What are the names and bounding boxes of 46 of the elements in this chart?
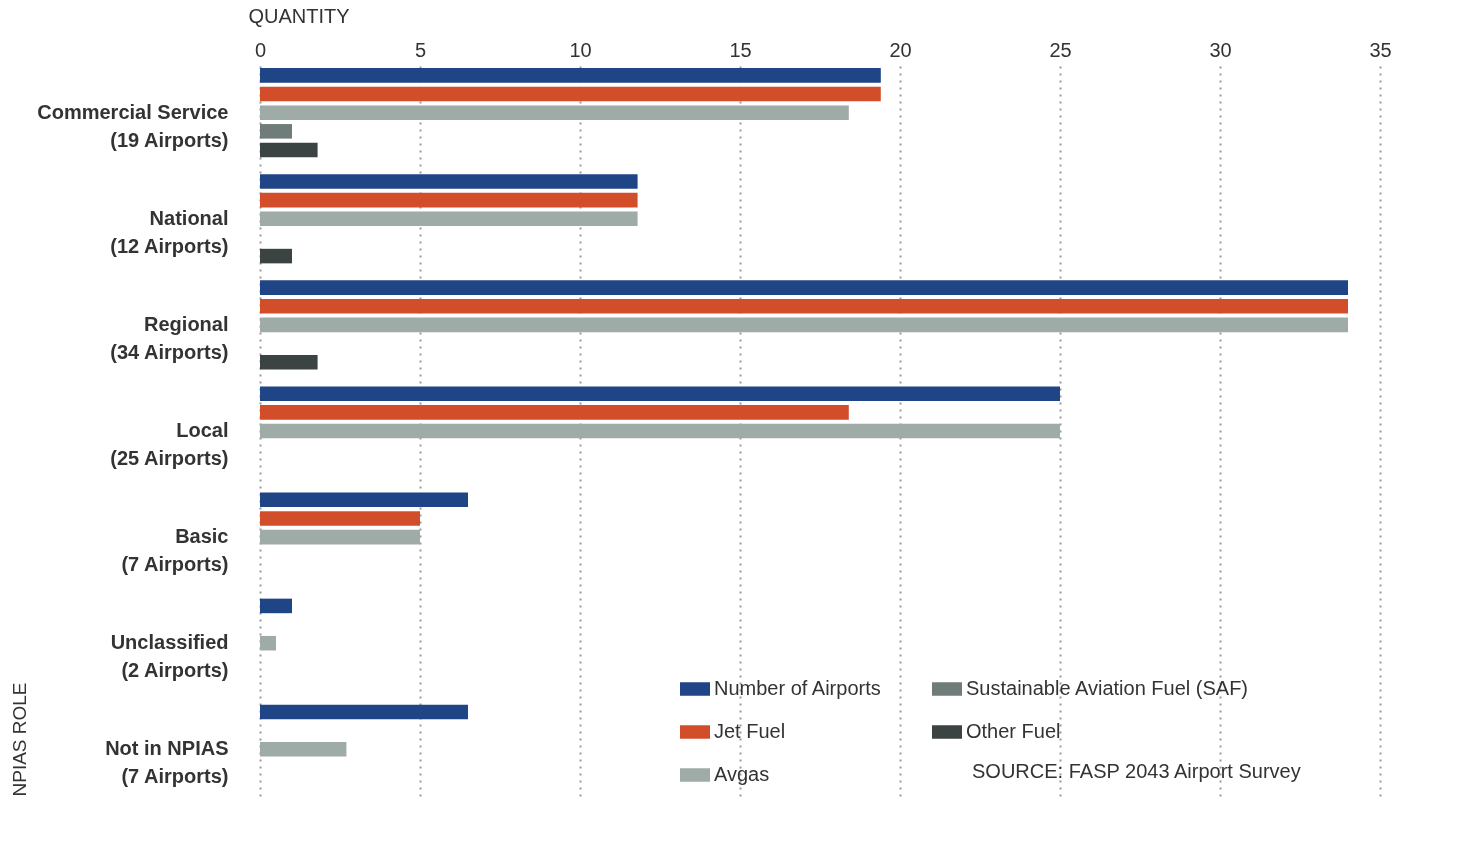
bar	[260, 317, 1348, 333]
bar	[260, 280, 1348, 295]
x-tick-label: 25	[1049, 38, 1072, 61]
y-axis-title: NPIAS ROLE	[8, 682, 30, 797]
legend-label: Jet Fuel	[714, 720, 786, 742]
bar	[260, 405, 849, 420]
bar	[260, 211, 638, 227]
bar	[260, 298, 1348, 314]
bar	[260, 248, 292, 264]
bar	[260, 423, 1060, 439]
bar	[260, 124, 292, 139]
bar	[260, 192, 638, 208]
y-tick-label: Basic (7 Airports)	[121, 525, 229, 576]
legend-label: Number of Airports	[714, 677, 881, 699]
legend-label: Other Fuel	[966, 720, 1061, 742]
x-axis-title: QUANTITY	[248, 4, 350, 27]
bar	[260, 86, 881, 102]
x-tick-label: 0	[254, 38, 267, 61]
legend-label: Avgas	[714, 763, 770, 785]
y-tick-label: Commercial Service (19 Airports)	[37, 100, 229, 151]
bar	[260, 704, 468, 720]
bar	[260, 174, 638, 189]
bar	[260, 105, 849, 120]
bar	[260, 354, 318, 370]
x-tick-label: 5	[414, 38, 427, 61]
annotation: SOURCE: FASP 2043 Airport Survey	[972, 760, 1301, 782]
y-tick-label: National (12 Airports)	[110, 206, 229, 257]
bar	[260, 635, 276, 651]
bar	[260, 529, 420, 545]
x-tick-label: 15	[729, 38, 752, 61]
y-tick-label: Not in NPIAS (7 Airports)	[105, 737, 229, 788]
bar	[260, 598, 292, 614]
bar	[260, 386, 1060, 401]
bar	[260, 492, 468, 508]
y-tick-label: Regional (34 Airports)	[110, 312, 229, 363]
x-tick-label: 20	[889, 38, 912, 61]
x-tick-label: 30	[1209, 38, 1232, 61]
bar	[260, 511, 420, 526]
bar	[260, 68, 881, 83]
x-tick-label: 35	[1369, 38, 1392, 61]
legend-label: Sustainable Aviation Fuel (SAF)	[966, 677, 1249, 699]
bar	[260, 142, 318, 158]
x-tick-label: 10	[569, 38, 592, 61]
y-tick-label: Local (25 Airports)	[110, 419, 229, 469]
y-tick-label: Unclassified (2 Airports)	[110, 631, 229, 682]
bar	[260, 742, 347, 757]
